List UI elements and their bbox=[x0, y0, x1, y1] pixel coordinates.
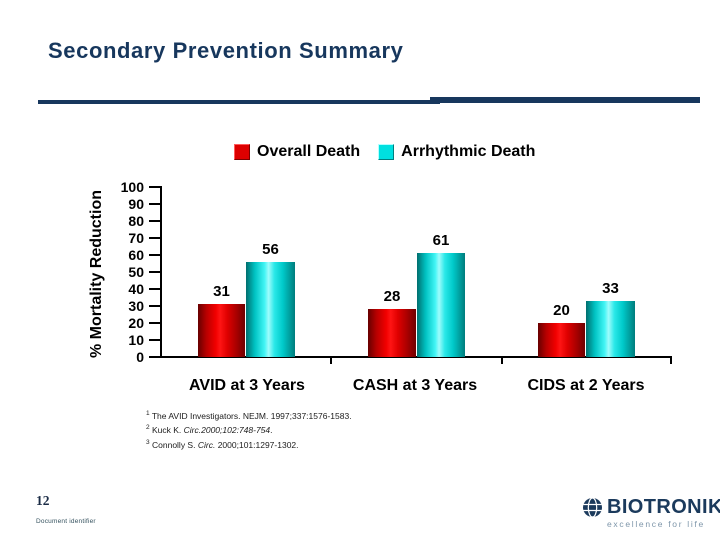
footnote-text: The AVID Investigators. NEJM. 1997;337:1… bbox=[151, 410, 352, 421]
bar-group-cash-overall: 28 bbox=[368, 288, 416, 357]
chart-legend: Overall Death Arrhythmic Death bbox=[234, 143, 535, 161]
x-axis-line bbox=[160, 356, 672, 358]
y-tick-label: 70 bbox=[128, 229, 144, 246]
bar-group-avid-overall: 31 bbox=[198, 283, 245, 357]
bar-arrhythmic-death-cids bbox=[586, 300, 635, 357]
y-tick-label: 90 bbox=[128, 195, 144, 212]
biotronik-tagline: excellence for life bbox=[607, 519, 705, 529]
footnotes: 1 The AVID Investigators. NEJM. 1997;337… bbox=[146, 408, 352, 451]
y-tick-label: 80 bbox=[128, 212, 144, 229]
bar-value-label: 61 bbox=[432, 232, 450, 250]
category-label-cids: CIDS at 2 Years bbox=[527, 377, 645, 394]
y-tick-label: 0 bbox=[136, 348, 144, 365]
legend-item-overall-death: Overall Death bbox=[234, 143, 360, 161]
legend-label-overall-death: Overall Death bbox=[257, 143, 361, 160]
y-axis-tick bbox=[149, 339, 160, 341]
legend-swatch-overall-death bbox=[234, 144, 250, 160]
footnote-text: 2000;101:1297-1302. bbox=[215, 439, 299, 450]
footnote-text: . bbox=[270, 425, 273, 436]
y-tick-label: 60 bbox=[128, 246, 144, 263]
y-tick-label: 100 bbox=[120, 178, 144, 195]
y-axis-tick bbox=[149, 288, 160, 290]
category-tick bbox=[670, 356, 672, 364]
category-label-cash: CASH at 3 Years bbox=[352, 377, 478, 394]
y-axis-tick bbox=[149, 186, 160, 188]
y-tick-label: 10 bbox=[128, 331, 144, 348]
bar-overall-death-cash bbox=[368, 309, 416, 357]
bar-value-label: 56 bbox=[262, 240, 279, 258]
category-label-avid: AVID at 3 Years bbox=[189, 377, 305, 394]
y-axis-line bbox=[160, 186, 162, 358]
bar-arrhythmic-death-avid bbox=[246, 261, 295, 357]
document-identifier: Document identifier bbox=[36, 518, 96, 525]
footnote-superscript: 1 bbox=[146, 410, 150, 417]
bar-value-label: 31 bbox=[213, 283, 230, 301]
bar-value-label: 20 bbox=[553, 302, 570, 319]
y-axis-tick bbox=[149, 356, 160, 358]
legend-item-arrhythmic-death: Arrhythmic Death bbox=[378, 143, 535, 161]
bar-value-label: 33 bbox=[602, 279, 619, 297]
y-tick-label: 30 bbox=[128, 297, 144, 314]
y-tick-label: 40 bbox=[128, 280, 144, 297]
footnote-superscript: 3 bbox=[146, 438, 150, 446]
footnote-line-1: 1 The AVID Investigators. NEJM. 1997;337… bbox=[146, 408, 352, 422]
bar-value-label: 28 bbox=[383, 288, 401, 306]
bar-group-cash-arrhythmic: 61 bbox=[417, 232, 465, 357]
category-tick bbox=[501, 356, 503, 364]
bar-group-avid-arrhythmic: 56 bbox=[246, 241, 295, 357]
biotronik-wordmark: BIOTRONIK excellence for life bbox=[607, 496, 720, 530]
y-axis-tick bbox=[149, 203, 160, 205]
page-number: 12 bbox=[36, 493, 50, 508]
y-axis-tick bbox=[149, 305, 160, 307]
footnote-citation: Circ.2000;102:748-754 bbox=[183, 425, 271, 436]
biotronik-logo: BIOTRONIK excellence for life bbox=[582, 497, 720, 529]
biotronik-globe-icon bbox=[582, 497, 603, 523]
biotronik-brand-text: BIOTRONIK bbox=[607, 496, 720, 518]
bar-overall-death-avid bbox=[198, 304, 245, 357]
bar-group-cids-overall: 20 bbox=[538, 302, 585, 357]
footnote-citation: Circ. bbox=[197, 439, 216, 450]
y-axis-tick bbox=[149, 271, 160, 273]
y-axis-tick bbox=[149, 220, 160, 222]
legend-label-arrhythmic-death: Arrhythmic Death bbox=[401, 143, 536, 160]
title-underline-right bbox=[430, 97, 700, 103]
y-axis-tick bbox=[149, 322, 160, 324]
footnote-line-3: 3 Connolly S. Circ. 2000;101:1297-1302. bbox=[146, 437, 352, 451]
title-underline-left bbox=[38, 100, 440, 104]
bar-overall-death-cids bbox=[538, 323, 585, 357]
footnote-superscript: 2 bbox=[146, 424, 150, 432]
y-tick-label: 50 bbox=[128, 263, 144, 280]
y-axis-tick bbox=[149, 254, 160, 256]
y-axis-tick bbox=[149, 237, 160, 239]
y-tick-label: 20 bbox=[128, 314, 144, 331]
footnote-text: Kuck K. bbox=[152, 425, 184, 436]
bar-arrhythmic-death-cash bbox=[417, 253, 465, 357]
footnote-text: Connolly S. bbox=[152, 439, 198, 450]
legend-swatch-arrhythmic-death bbox=[378, 144, 395, 160]
footnote-line-2: 2 Kuck K. Circ.2000;102:748-754. bbox=[146, 422, 352, 436]
category-tick bbox=[330, 356, 332, 364]
bar-group-cids-arrhythmic: 33 bbox=[586, 280, 635, 357]
page-title: Secondary Prevention Summary bbox=[48, 38, 404, 63]
